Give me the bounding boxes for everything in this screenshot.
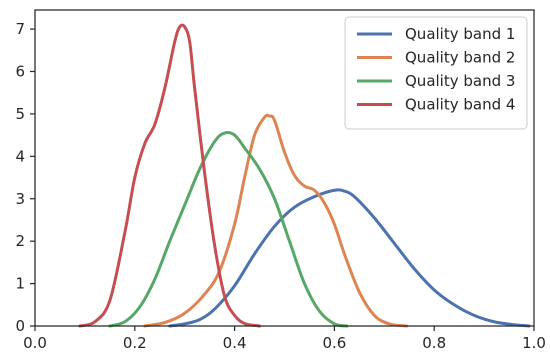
y-tick-label: 6 [15,63,25,81]
y-tick-label: 1 [15,275,25,293]
series-line-4 [78,23,262,328]
series-line-1 [168,188,531,328]
series-line-3 [108,131,349,328]
series-line-2 [143,113,409,328]
x-tick-label: 1.0 [522,334,546,352]
legend-box [344,16,528,130]
x-tick-label: 0.0 [23,334,47,352]
y-tick-label: 4 [15,147,25,165]
x-tick-label: 0.2 [123,334,147,352]
y-tick-label: 7 [15,20,25,38]
tick-layer: 0.0 0.2 0.4 0.6 0.8 1.0 0 1 2 3 4 5 6 7 [15,20,545,352]
plot-frame [34,9,535,327]
y-tick-label: 0 [15,317,25,335]
legend-label-1: Quality band 1 [405,25,515,43]
y-tick-label: 2 [15,232,25,250]
series-layer [78,23,531,328]
legend-label-2: Quality band 2 [405,49,515,67]
x-tick-label: 0.4 [223,334,247,352]
y-tick-label: 5 [15,105,25,123]
x-tick-label: 0.6 [322,334,346,352]
x-tick-label: 0.8 [422,334,446,352]
legend-label-3: Quality band 3 [405,72,515,90]
y-tick-label: 3 [15,190,25,208]
legend: Quality band 1 Quality band 2 Quality band… [344,16,528,130]
legend-label-4: Quality band 4 [405,96,515,114]
